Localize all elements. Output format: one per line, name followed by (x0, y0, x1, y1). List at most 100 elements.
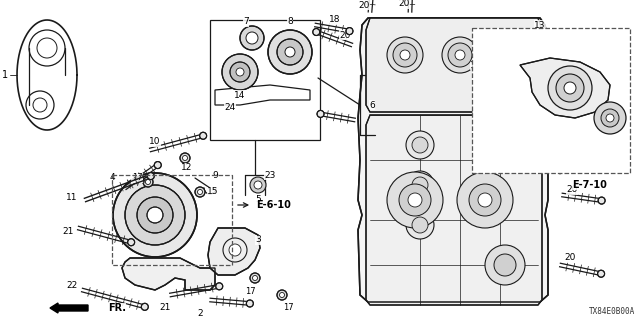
Circle shape (387, 172, 443, 228)
Circle shape (154, 162, 161, 169)
Circle shape (229, 244, 241, 256)
Text: 14: 14 (234, 91, 246, 100)
Circle shape (469, 184, 501, 216)
Circle shape (594, 102, 626, 134)
Circle shape (268, 30, 312, 74)
Bar (472, 28, 630, 173)
Circle shape (198, 189, 202, 195)
Circle shape (604, 43, 611, 50)
Circle shape (455, 50, 465, 60)
Text: 20: 20 (564, 131, 576, 140)
Circle shape (250, 273, 260, 283)
Circle shape (598, 270, 605, 277)
Circle shape (564, 82, 576, 94)
Text: 11: 11 (67, 194, 77, 203)
Polygon shape (520, 58, 610, 118)
Text: 22: 22 (67, 281, 77, 290)
Circle shape (484, 194, 496, 206)
Circle shape (141, 303, 148, 310)
Text: 2: 2 (197, 308, 203, 317)
Circle shape (236, 68, 244, 76)
Polygon shape (366, 18, 542, 112)
Circle shape (222, 54, 258, 90)
Circle shape (442, 37, 478, 73)
Circle shape (484, 149, 496, 161)
Circle shape (548, 81, 555, 88)
Text: 15: 15 (207, 188, 219, 196)
Text: 5: 5 (255, 196, 261, 204)
Text: 13: 13 (534, 20, 546, 29)
Circle shape (399, 184, 431, 216)
Text: 3: 3 (255, 236, 261, 244)
Text: 4: 4 (109, 173, 115, 182)
Text: 8: 8 (287, 18, 293, 27)
Polygon shape (366, 115, 542, 305)
Circle shape (143, 177, 153, 187)
Circle shape (598, 197, 605, 204)
Circle shape (406, 171, 434, 199)
Circle shape (200, 132, 207, 139)
Circle shape (145, 180, 150, 185)
Circle shape (285, 47, 295, 57)
Text: E-6-10: E-6-10 (257, 200, 291, 210)
Circle shape (494, 254, 516, 276)
Text: 7: 7 (243, 18, 249, 27)
Circle shape (313, 28, 320, 36)
Circle shape (503, 43, 527, 67)
Circle shape (406, 211, 434, 239)
Text: 20: 20 (339, 30, 351, 39)
Circle shape (246, 300, 253, 307)
Text: 21: 21 (62, 228, 74, 236)
Circle shape (478, 188, 502, 212)
Circle shape (147, 172, 154, 180)
Circle shape (412, 217, 428, 233)
Circle shape (497, 37, 533, 73)
Text: 21: 21 (159, 303, 171, 313)
Circle shape (485, 245, 525, 285)
Circle shape (216, 283, 223, 290)
Circle shape (277, 290, 287, 300)
Circle shape (230, 62, 250, 82)
Circle shape (393, 43, 417, 67)
Text: FR.: FR. (108, 303, 126, 313)
Circle shape (250, 177, 266, 193)
Text: TX84E0B00A: TX84E0B00A (589, 307, 635, 316)
Circle shape (280, 292, 285, 298)
Circle shape (387, 37, 423, 73)
Polygon shape (208, 228, 260, 275)
Circle shape (254, 181, 262, 189)
Circle shape (406, 131, 434, 159)
Text: 24: 24 (225, 103, 236, 113)
Text: 16: 16 (476, 47, 488, 57)
Circle shape (478, 193, 492, 207)
Circle shape (487, 57, 497, 67)
Text: 17: 17 (132, 173, 142, 182)
Circle shape (412, 177, 428, 193)
Text: 20: 20 (564, 253, 576, 262)
Circle shape (596, 143, 603, 150)
Circle shape (127, 239, 134, 246)
Circle shape (125, 185, 185, 245)
Circle shape (137, 197, 173, 233)
Circle shape (180, 153, 190, 163)
Circle shape (478, 143, 502, 167)
Circle shape (240, 26, 264, 50)
Text: 6: 6 (369, 100, 375, 109)
Bar (112, 175, 232, 265)
Circle shape (408, 193, 422, 207)
Text: 10: 10 (149, 138, 161, 147)
Circle shape (147, 207, 163, 223)
Text: 23: 23 (264, 171, 276, 180)
Circle shape (490, 60, 495, 65)
Text: 20: 20 (358, 1, 370, 10)
Circle shape (346, 28, 353, 35)
Text: 20: 20 (566, 186, 578, 195)
Text: 18: 18 (329, 15, 340, 25)
Circle shape (606, 114, 614, 122)
Text: E-7-10: E-7-10 (573, 180, 607, 190)
Circle shape (556, 74, 584, 102)
Text: 12: 12 (181, 164, 193, 172)
Circle shape (412, 137, 428, 153)
Circle shape (246, 32, 258, 44)
Circle shape (277, 39, 303, 65)
